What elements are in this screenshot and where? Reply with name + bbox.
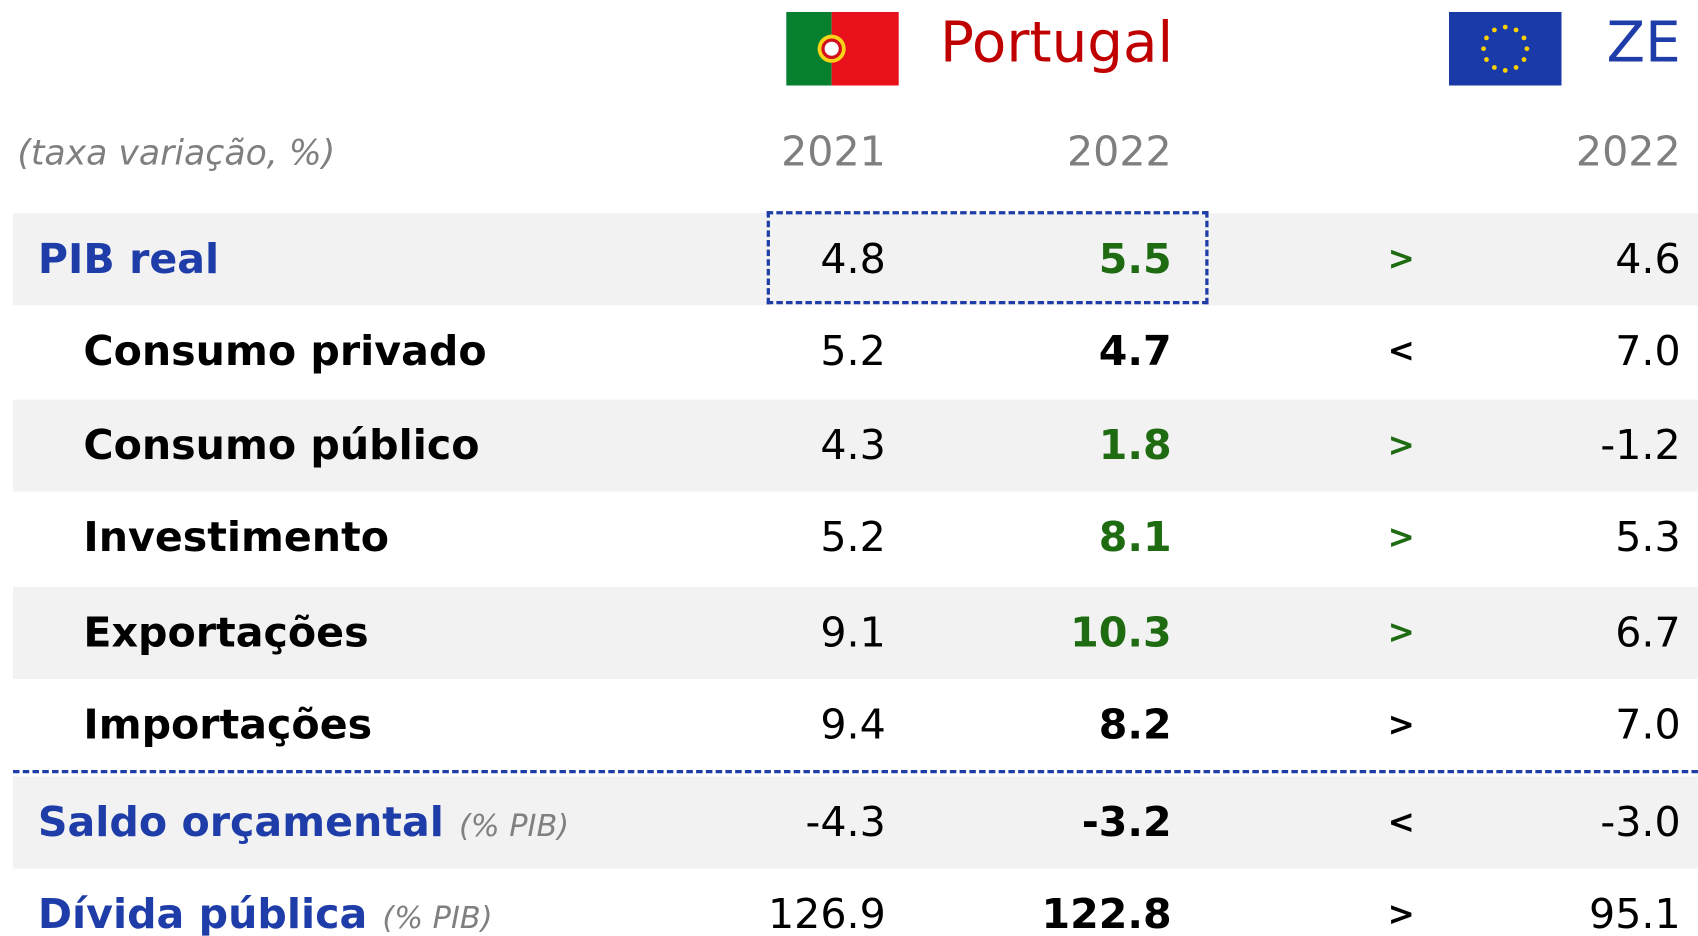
- eu-star: [1513, 27, 1519, 33]
- table-row: Saldo orçamental (% PIB) -4.3 -3.2 < -3.0: [12, 776, 1698, 871]
- comparison: <: [1387, 803, 1415, 842]
- cell: 10.3: [1070, 608, 1172, 657]
- row-label: Exportações: [83, 608, 369, 657]
- cell: 4.6: [1615, 234, 1681, 283]
- comparison: >: [1387, 706, 1415, 744]
- eu-star: [1502, 68, 1508, 73]
- row-label: Dívida pública (% PIB): [38, 868, 493, 935]
- table-row: PIB real 4.8 5.5 > 4.6: [12, 213, 1698, 306]
- table-row: Dívida pública (% PIB) 126.9 122.8 > 95.1: [13, 868, 1698, 935]
- table-row: Exportações 9.1 10.3 > 6.7: [12, 586, 1698, 679]
- cell: 7.0: [1615, 327, 1681, 375]
- cell: 9.4: [820, 700, 886, 749]
- eu-star: [1502, 24, 1508, 30]
- row-label: Importações: [83, 700, 373, 749]
- cell: 122.8: [1041, 890, 1172, 936]
- row-label: Investimento: [83, 513, 390, 561]
- cell: 7.0: [1615, 700, 1681, 749]
- eu-star: [1484, 57, 1489, 62]
- eu-star: [1492, 65, 1497, 70]
- region-title: ZE: [1606, 10, 1681, 76]
- year-header: 2022: [1575, 127, 1681, 176]
- eu-star: [1521, 57, 1527, 62]
- cell: -3.0: [1600, 798, 1681, 846]
- cell: 4.7: [1098, 327, 1172, 375]
- label-note: (% PIB): [382, 899, 493, 936]
- separator: [12, 769, 1698, 774]
- eu-flag: [1448, 11, 1562, 86]
- label-text: Dívida pública: [37, 890, 368, 936]
- cell: 5.5: [1098, 234, 1172, 283]
- cell: 4.3: [820, 421, 886, 469]
- cell: 5.3: [1615, 513, 1681, 561]
- table-row: Importações 9.4 8.2 > 7.0: [13, 679, 1698, 771]
- eu-star: [1513, 65, 1519, 70]
- eu-star: [1492, 27, 1497, 33]
- table-row: Consumo público 4.3 1.8 > -1.2: [12, 399, 1698, 492]
- row-label: Consumo público: [83, 421, 480, 469]
- table-row: Investimento 5.2 8.1 > 5.3: [13, 492, 1698, 584]
- eu-star: [1524, 46, 1530, 52]
- cell: 126.9: [767, 890, 886, 936]
- comparison: >: [1387, 614, 1415, 652]
- comparison: >: [1387, 426, 1415, 465]
- country-title: Portugal: [939, 10, 1174, 76]
- eu-star: [1521, 35, 1527, 41]
- cell: 8.1: [1098, 513, 1172, 561]
- row-label: PIB real: [37, 234, 220, 283]
- comparison: >: [1387, 240, 1415, 279]
- eu-star: [1484, 35, 1489, 41]
- cell: 5.2: [820, 513, 886, 561]
- cell: 1.8: [1098, 421, 1172, 469]
- cell: -3.2: [1081, 798, 1172, 846]
- portugal-flag: [786, 11, 899, 86]
- cell: 6.7: [1615, 608, 1681, 657]
- cell: -4.3: [805, 798, 886, 846]
- row-label: Consumo privado: [83, 327, 487, 375]
- cell: 8.2: [1098, 700, 1172, 749]
- label-text: Saldo orçamental: [37, 798, 444, 846]
- row-label: Saldo orçamental (% PIB): [38, 776, 569, 871]
- unit-label: (taxa variação, %): [17, 132, 336, 174]
- comparison: <: [1387, 332, 1415, 371]
- year-header: 2021: [781, 127, 886, 176]
- cell: 95.1: [1589, 890, 1681, 936]
- table-row: Consumo privado 5.2 4.7 < 7.0: [13, 305, 1698, 397]
- comparison: >: [1387, 518, 1415, 557]
- year-header: 2022: [1066, 127, 1172, 176]
- label-note: (% PIB): [458, 807, 570, 844]
- cell: 9.1: [820, 608, 886, 657]
- cell: -1.2: [1600, 421, 1681, 469]
- highlight-box: [766, 211, 1209, 305]
- eu-star: [1481, 46, 1486, 52]
- cell: 4.8: [820, 234, 886, 283]
- comparison: >: [1387, 895, 1415, 934]
- cell: 5.2: [820, 327, 886, 375]
